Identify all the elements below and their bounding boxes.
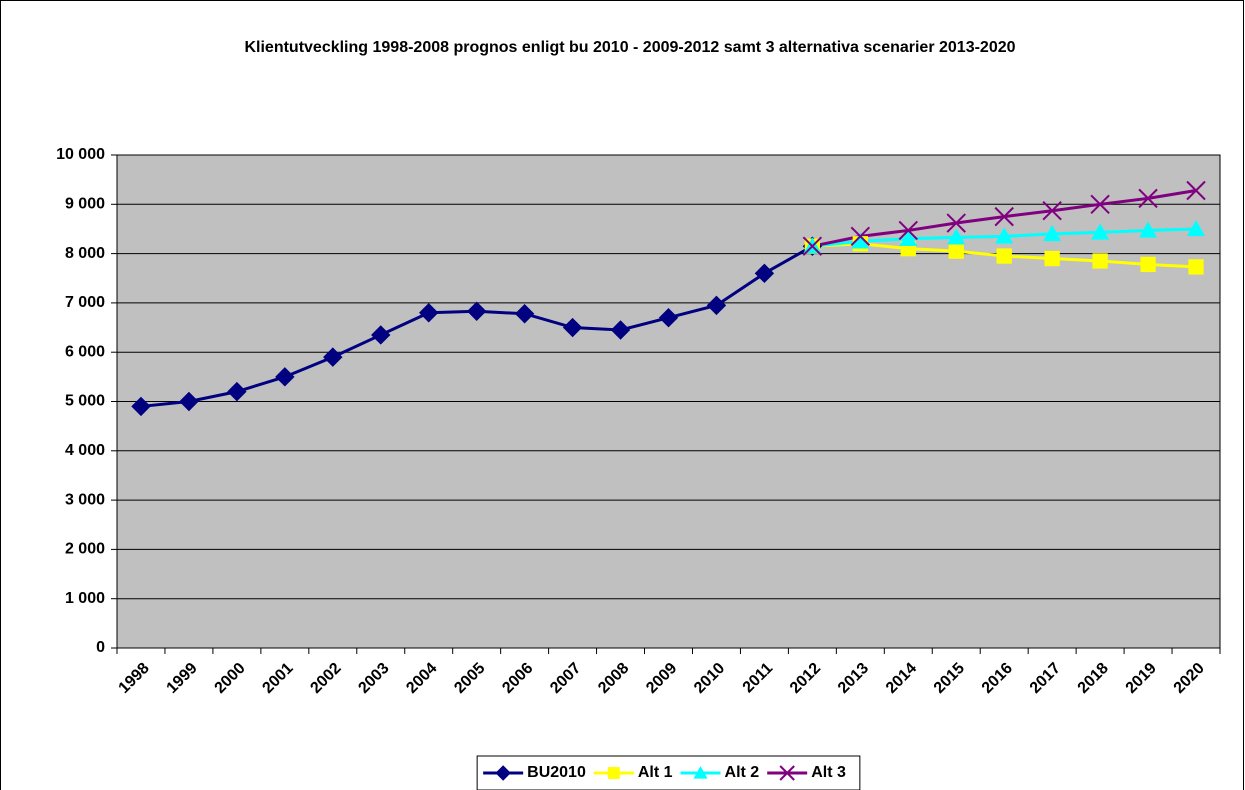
y-tick-label: 8 000 — [65, 245, 105, 262]
marker — [514, 304, 535, 324]
marker — [1186, 180, 1206, 201]
marker — [466, 301, 487, 321]
marker — [898, 220, 918, 241]
marker — [802, 236, 823, 256]
marker — [227, 381, 247, 402]
marker — [1092, 253, 1108, 269]
y-tick-label: 3 000 — [65, 491, 105, 508]
marker — [371, 325, 391, 345]
legend-label: Alt 1 — [638, 764, 673, 781]
marker — [994, 206, 1014, 227]
marker — [754, 263, 775, 284]
y-tick-label: 10 000 — [56, 146, 105, 163]
marker — [706, 295, 727, 316]
marker — [419, 303, 439, 323]
legend-label: Alt 2 — [725, 764, 760, 781]
marker — [1140, 256, 1156, 273]
marker — [1188, 259, 1204, 275]
y-tick-label: 9 000 — [65, 196, 105, 213]
y-tick-label: 4 000 — [65, 442, 105, 459]
marker — [850, 226, 871, 247]
marker — [1090, 194, 1110, 215]
marker — [693, 766, 708, 779]
marker — [946, 213, 966, 233]
legend: BU2010 Alt 1 Alt 2 Alt 3 — [476, 755, 861, 790]
marker — [1138, 188, 1158, 209]
y-tick-label: 6 000 — [65, 343, 105, 360]
y-tick-label: 2 000 — [65, 541, 105, 558]
marker — [131, 396, 151, 417]
y-tick-label: 7 000 — [65, 294, 105, 311]
legend-label: BU2010 — [527, 764, 586, 781]
marker — [607, 767, 620, 779]
marker — [1044, 250, 1060, 267]
y-tick-label: 0 — [96, 639, 105, 656]
marker — [495, 765, 511, 781]
marker — [562, 317, 583, 338]
marker — [779, 765, 795, 781]
marker — [179, 391, 199, 412]
marker — [1139, 221, 1158, 238]
y-tick-label: 5 000 — [65, 393, 105, 410]
marker — [851, 232, 870, 249]
marker — [323, 347, 343, 367]
y-tick-label: 1 000 — [65, 590, 105, 607]
marker — [1043, 224, 1062, 242]
marker — [1187, 219, 1206, 237]
marker — [658, 307, 679, 328]
marker — [1091, 223, 1110, 240]
marker — [947, 228, 966, 245]
plot-border — [116, 154, 1221, 649]
marker — [995, 227, 1014, 244]
legend-label: Alt 3 — [811, 764, 846, 781]
chart-title: Klientutveckling 1998-2008 prognos enlig… — [244, 39, 1016, 56]
marker — [275, 367, 295, 387]
marker — [948, 243, 964, 259]
marker — [610, 320, 631, 340]
marker — [899, 229, 918, 247]
marker — [996, 248, 1012, 264]
marker — [1042, 201, 1062, 221]
